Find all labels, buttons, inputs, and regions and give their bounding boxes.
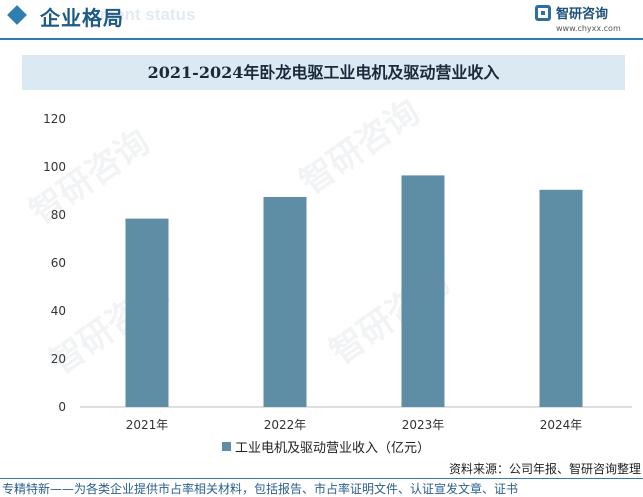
header-divider bbox=[0, 38, 643, 40]
brand: 智研咨询 www.chyxx.com bbox=[535, 2, 635, 36]
bar bbox=[539, 189, 583, 407]
x-tick-label: 2024年 bbox=[540, 418, 583, 432]
footer-text: 专精特新——为各类企业提供市占率相关材料，包括报告、市占率证明文件、认证宣发文章… bbox=[2, 482, 519, 496]
bar-chart: 0 20 40 60 80 100 120 2021年 2022年 2023年 2024年 bbox=[43, 112, 632, 432]
x-tick-label: 2023年 bbox=[402, 418, 445, 432]
y-tick-label: 60 bbox=[51, 256, 66, 270]
legend-label: 工业电机及驱动营业收入（亿元） bbox=[235, 441, 431, 456]
brand-name: 智研咨询 bbox=[556, 7, 609, 22]
y-tick-label: 120 bbox=[43, 112, 66, 126]
chart-title: 2021-2024年卧龙电驱工业电机及驱动营业收入 bbox=[147, 63, 500, 82]
header-ghost-text: ment status bbox=[100, 5, 196, 24]
y-tick-label: 40 bbox=[51, 304, 66, 318]
y-tick-label: 0 bbox=[58, 400, 66, 414]
y-tick-label: 100 bbox=[43, 160, 66, 174]
y-tick-label: 80 bbox=[51, 208, 66, 222]
brand-url: www.chyxx.com bbox=[556, 24, 621, 33]
bar bbox=[401, 175, 445, 407]
source-note: 资料来源：公司年报、智研咨询整理 bbox=[448, 462, 641, 476]
header-diamond-icon bbox=[7, 5, 27, 25]
x-tick-label: 2021年 bbox=[126, 418, 169, 432]
header: ment status 企业格局 智研咨询 www.chyxx.com bbox=[0, 0, 643, 38]
section-title: 企业格局 bbox=[40, 6, 124, 30]
chart-title-box: 2021-2024年卧龙电驱工业电机及驱动营业收入 bbox=[22, 55, 625, 90]
y-tick-label: 20 bbox=[51, 352, 66, 366]
legend-swatch bbox=[222, 442, 231, 451]
brand-logo-icon bbox=[535, 5, 551, 21]
bar bbox=[263, 197, 307, 407]
x-tick-label: 2022年 bbox=[264, 418, 307, 432]
bar bbox=[125, 218, 169, 407]
footer-divider bbox=[0, 478, 643, 479]
